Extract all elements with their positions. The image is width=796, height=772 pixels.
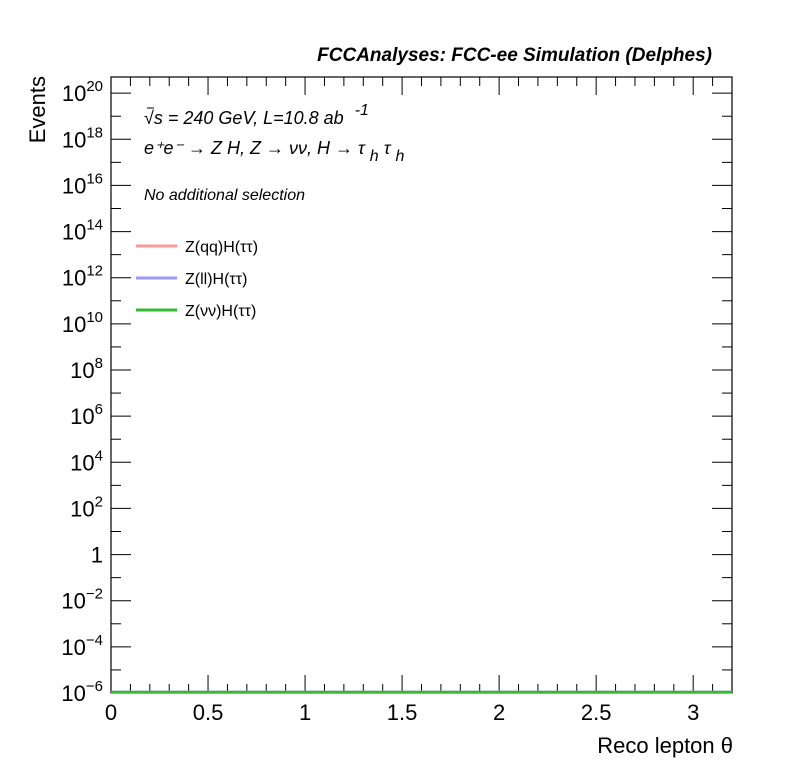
x-axis-ticks — [110, 77, 733, 693]
process-tau: τ — [384, 138, 392, 158]
y-tick-label: 10−2 — [61, 586, 103, 614]
y-axis-tick-labels: 10−6 10−4 10−2 1 102 104 106 108 1010 1012 1014 101… — [61, 78, 103, 706]
y-tick-label: 10−6 — [61, 678, 103, 706]
x-tick-label: 0.5 — [193, 700, 224, 725]
y-tick-label: 1012 — [62, 263, 103, 291]
x-tick-label: 1 — [299, 700, 311, 725]
process-main: e⁺e⁻ → Z H, Z → νν, H → τ — [144, 138, 366, 158]
plot-frame — [110, 76, 733, 694]
y-tick-label: 102 — [70, 493, 103, 521]
x-tick-label: 2 — [493, 700, 505, 725]
legend-label-0: Z(qq)H(ττ) — [185, 239, 258, 256]
legend: Z(qq)H(ττ) Z(ll)H(ττ) Z(νν)H(ττ) — [136, 239, 258, 320]
x-axis-title: Reco lepton θ — [597, 733, 733, 758]
legend-label-2: Z(νν)H(ττ) — [185, 303, 256, 320]
y-axis-title: Events — [25, 76, 50, 143]
y-tick-label: 1010 — [62, 309, 103, 337]
y-tick-label: 108 — [70, 355, 103, 383]
selection-text: No additional selection — [144, 187, 305, 204]
y-tick-label: 106 — [70, 401, 103, 429]
y-tick-label: 1018 — [62, 124, 103, 152]
x-tick-label: 3 — [687, 700, 699, 725]
x-tick-label: 0 — [105, 700, 117, 725]
energy-lumi-text: √s = 240 GeV, L=10.8 ab -1 — [144, 102, 369, 128]
legend-label-1: Z(ll)H(ττ) — [185, 271, 247, 288]
energy-lumi-main: √s = 240 GeV, L=10.8 ab — [144, 108, 344, 128]
x-axis-tick-labels: 0 0.5 1 1.5 2 2.5 3 — [105, 700, 699, 725]
process-sub2: h — [395, 148, 404, 165]
x-tick-label: 1.5 — [387, 700, 418, 725]
y-tick-label: 1016 — [62, 170, 103, 198]
process-sub1: h — [370, 148, 379, 165]
energy-lumi-superscript: -1 — [355, 102, 369, 119]
y-tick-label: 1020 — [62, 78, 103, 106]
y-axis-ticks — [111, 92, 732, 694]
chart-title: FCCAnalyses: FCC-ee Simulation (Delphes) — [317, 45, 712, 66]
y-tick-label: 10−4 — [61, 632, 103, 660]
y-tick-label: 1014 — [62, 217, 103, 245]
y-tick-label: 1 — [91, 543, 103, 568]
process-text: e⁺e⁻ → Z H, Z → νν, H → τ h τ h — [144, 138, 404, 165]
x-tick-label: 2.5 — [581, 700, 612, 725]
y-tick-label: 104 — [70, 447, 103, 475]
